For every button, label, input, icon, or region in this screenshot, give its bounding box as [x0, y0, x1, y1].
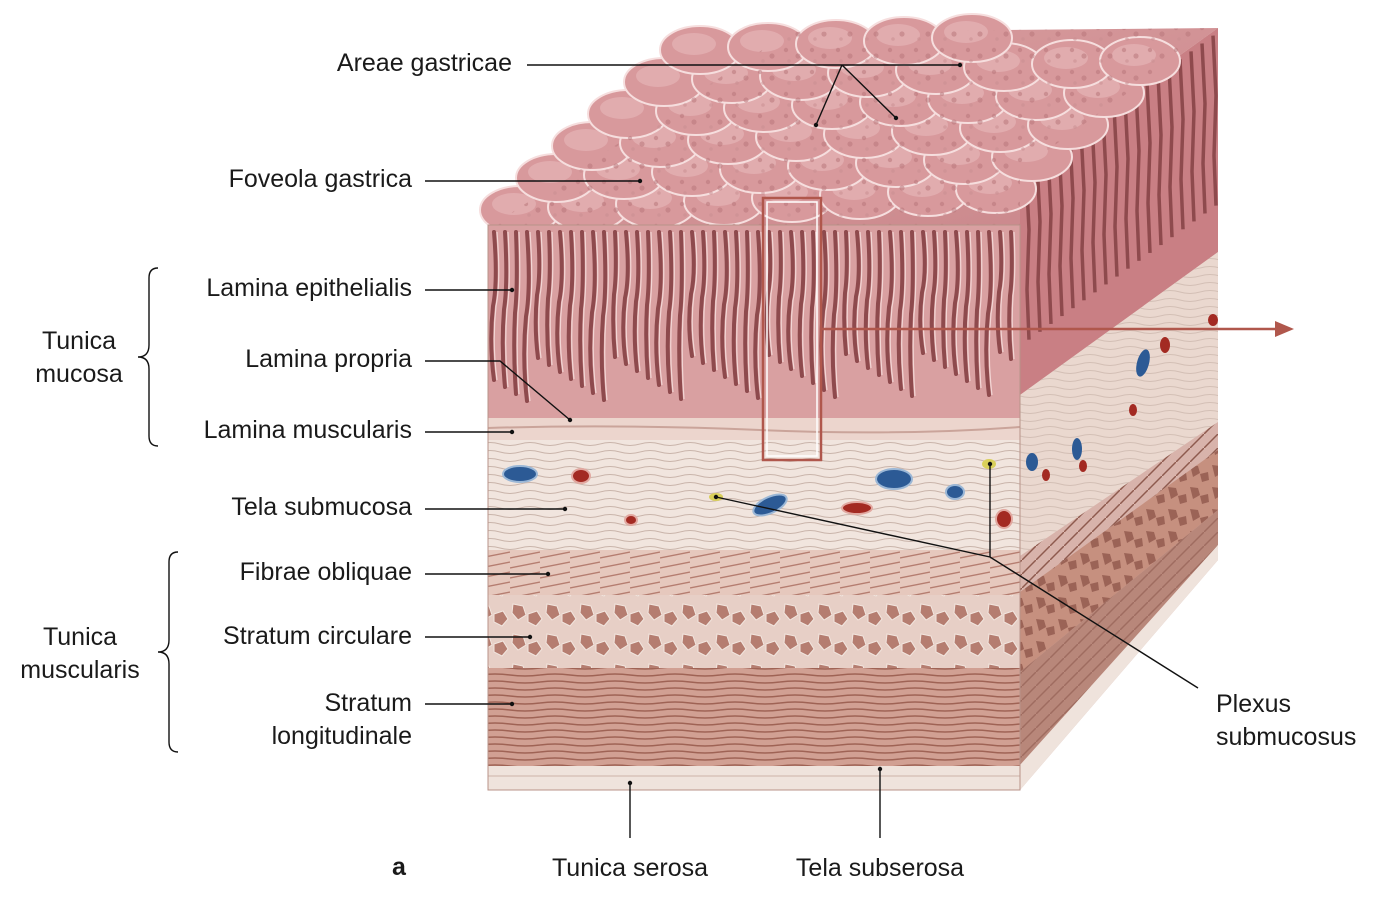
- panel-letter: a: [392, 853, 406, 881]
- label-tela-subserosa: Tela subserosa: [795, 854, 965, 882]
- group-label-tunica-mucosa-line1: Tunica: [41, 327, 117, 355]
- group-label-tunica-muscularis-line1: Tunica: [42, 623, 118, 651]
- label-tunica-serosa: Tunica serosa: [551, 854, 709, 882]
- label-stratum-longitudinale-line2: longitudinale: [271, 722, 412, 750]
- leader-dots: [509, 62, 993, 786]
- label-stratum-circulare: Stratum circulare: [223, 622, 412, 650]
- label-plexus-submucosus: Plexus submucosus: [1216, 688, 1356, 754]
- group-label-tunica-mucosa-line2: mucosa: [35, 360, 123, 388]
- label-plexus-submucosus-line1: Plexus: [1216, 690, 1292, 718]
- block-top-face: [479, 13, 1218, 235]
- group-label-tunica-muscularis-line2: muscularis: [20, 656, 140, 684]
- label-plexus-submucosus-line2: submucosus: [1216, 723, 1357, 751]
- group-label-tunica-mucosa: Tunica mucosa: [20, 325, 138, 391]
- block-side-face: [1020, 28, 1218, 790]
- label-lamina-muscularis: Lamina muscularis: [203, 416, 412, 444]
- label-lamina-epithelialis: Lamina epithelialis: [206, 274, 412, 302]
- label-areae-gastricae: Areae gastricae: [336, 49, 512, 77]
- label-lamina-propria: Lamina propria: [245, 345, 412, 373]
- leader-lines: [137, 64, 1199, 838]
- label-foveola-gastrica: Foveola gastrica: [228, 165, 412, 193]
- label-stratum-longitudinale: Stratum longitudinale: [150, 687, 412, 753]
- group-label-tunica-muscularis: Tunica muscularis: [10, 621, 150, 687]
- detail-highlight: [761, 196, 1294, 462]
- block-front-face: [487, 224, 1021, 791]
- label-fibrae-obliquae: Fibrae obliquae: [239, 558, 412, 586]
- label-tela-submucosa: Tela submucosa: [231, 493, 412, 521]
- label-stratum-longitudinale-line1: Stratum: [324, 689, 412, 717]
